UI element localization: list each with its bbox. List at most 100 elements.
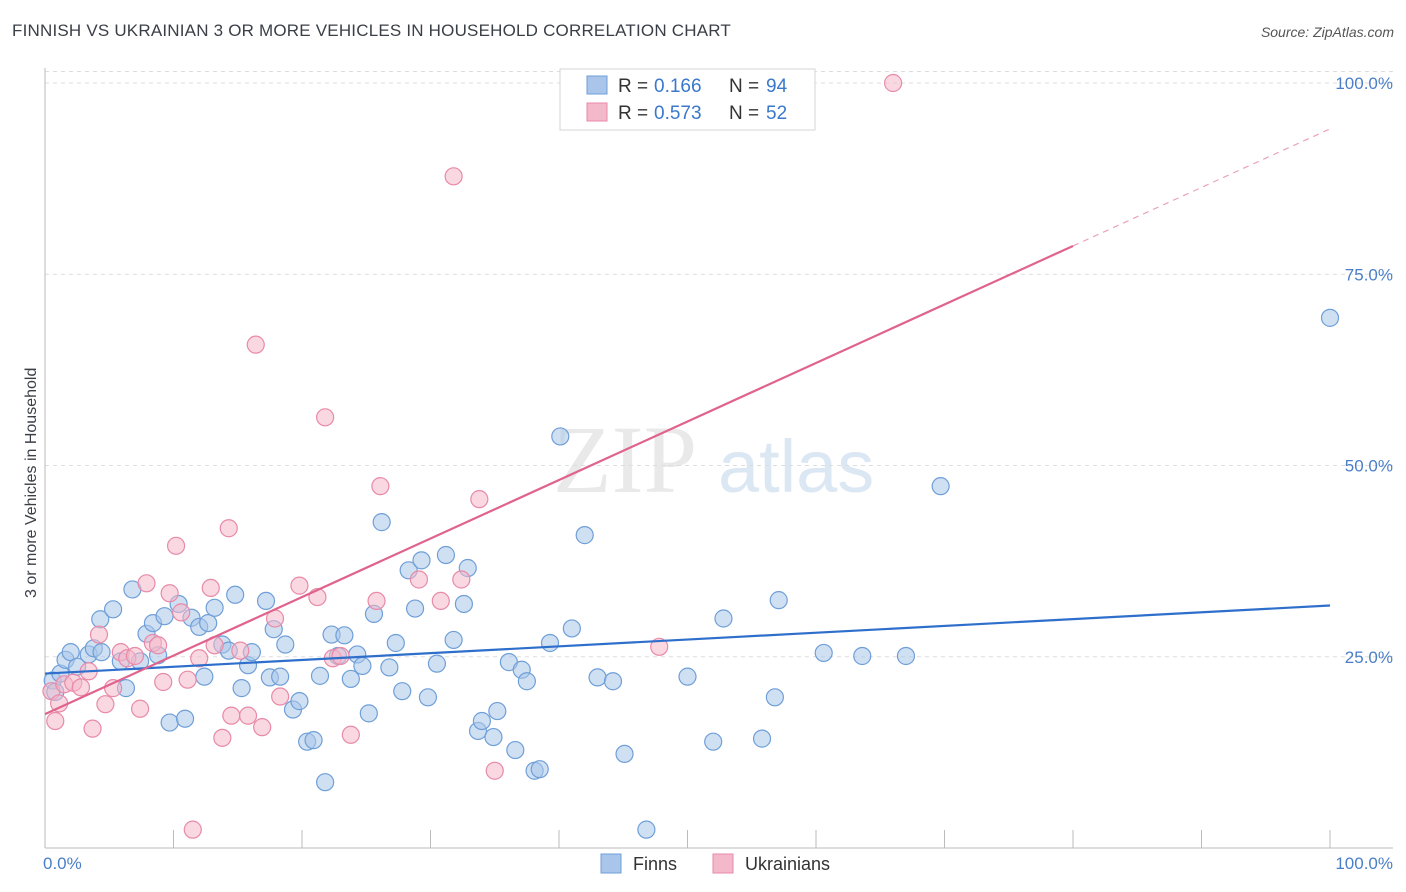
ukrainians-point [470, 490, 489, 509]
finns-point [444, 630, 463, 650]
ukrainians-point [238, 706, 258, 725]
ukrainians-point [178, 670, 197, 689]
finns-point [588, 668, 607, 687]
ukrainians-point [452, 570, 471, 589]
y-tick-label: 75.0% [1345, 265, 1393, 284]
finns-point [310, 666, 330, 685]
y-tick-label: 25.0% [1345, 648, 1393, 667]
ukrainians-point [650, 637, 669, 656]
finns-point [615, 744, 634, 764]
ukrainians-point [371, 477, 390, 496]
finns-trend-line [44, 604, 1331, 675]
bottom-legend-ukrainians-swatch [712, 853, 734, 874]
finns-point [551, 427, 570, 446]
finns-point [603, 672, 623, 691]
finns-point [290, 692, 309, 711]
ukrainians-point [160, 584, 179, 603]
finns-point [276, 635, 295, 654]
series-legend: Finns Ukrainians [600, 853, 830, 874]
ukrainians-point [431, 591, 450, 611]
bottom-legend-ukrainians-label: Ukrainians [745, 854, 830, 874]
ukrainians-point [183, 820, 202, 839]
correlation-legend: R = 0.166 N = 94 R = 0.573 N = 52 [559, 68, 816, 131]
source-label: Source: ZipAtlas.com [1260, 24, 1394, 40]
finns-point [412, 551, 431, 570]
legend-finns-n-label: N = [729, 76, 759, 97]
legend-ukrainians-n-value: 52 [766, 103, 787, 124]
finns-point [359, 704, 378, 723]
finns-point [853, 646, 872, 666]
trend-lines [44, 128, 1331, 716]
finns-point [226, 585, 245, 604]
ukrainians-point [883, 73, 903, 93]
finns-point [517, 672, 536, 691]
finns-point [155, 607, 174, 626]
ukrainians-point [271, 687, 290, 706]
ukrainians-point [222, 706, 241, 725]
finns-point [1320, 308, 1340, 327]
bottom-legend-finns-swatch [600, 853, 622, 874]
finns-point [380, 658, 399, 677]
legend-finns-r-value: 0.166 [654, 76, 702, 97]
ukrainians-point [148, 636, 168, 655]
finns-point [472, 711, 491, 731]
legend-ukrainians-n-label: N = [729, 103, 759, 124]
ukrainians-point [246, 335, 265, 354]
finns-point [765, 688, 784, 707]
finns-point [232, 679, 251, 698]
y-tick-labels: 25.0% 50.0% 75.0% 100.0% [1335, 74, 1393, 667]
legend-ukrainians-r-value: 0.573 [654, 103, 702, 124]
finns-point [316, 773, 335, 792]
finns-point [256, 591, 276, 611]
finns-point [405, 599, 425, 618]
ukrainians-point [290, 576, 309, 595]
finns-point [427, 654, 447, 673]
finns-point [304, 731, 323, 750]
finns-point [506, 740, 525, 760]
finns-point [769, 591, 788, 610]
finns-point [436, 545, 456, 565]
finns-point [335, 626, 354, 645]
ukrainians-point [253, 718, 272, 737]
finns-point [540, 633, 560, 653]
ukrainians-point [190, 649, 209, 668]
finns-point [637, 820, 656, 839]
watermark-zip: ZIP [553, 406, 697, 513]
legend-ukrainians-swatch [586, 102, 608, 122]
legend-ukrainians-r-label: R = [618, 103, 648, 124]
finns-point [454, 594, 474, 614]
ukrainians-point [172, 603, 191, 622]
ukrainians-point [166, 536, 186, 555]
ukrainians-point [201, 578, 220, 598]
y-tick-label: 50.0% [1345, 457, 1393, 476]
finns-point [714, 609, 733, 628]
finns-point [195, 667, 214, 686]
x-tick-label-max: 100.0% [1335, 854, 1393, 873]
finns-point [704, 732, 723, 751]
legend-finns-n-value: 94 [766, 76, 788, 97]
finns-point [752, 729, 772, 748]
finns-point [271, 667, 290, 686]
ukrainians-point [485, 761, 504, 780]
finns-point [160, 713, 179, 732]
ukrainians-point [231, 641, 250, 660]
finns-point [814, 643, 833, 663]
ukrainians-point [331, 646, 350, 666]
finns-point [199, 613, 218, 633]
finns-point [372, 513, 391, 532]
finns-point [205, 598, 224, 617]
finns-point [353, 656, 372, 676]
finns-points [43, 308, 1340, 839]
x-tick-label-min: 0.0% [43, 854, 82, 873]
gridlines [45, 71, 1393, 658]
finns-point [575, 526, 594, 545]
finns-point [92, 643, 111, 662]
ukrainians-point [316, 408, 335, 427]
finns-point [341, 669, 360, 689]
axes [44, 68, 1393, 849]
finns-point [896, 646, 916, 666]
bottom-legend-finns-label: Finns [633, 854, 677, 874]
finns-point [386, 633, 405, 653]
finns-point [484, 727, 503, 747]
finns-point [393, 682, 412, 701]
